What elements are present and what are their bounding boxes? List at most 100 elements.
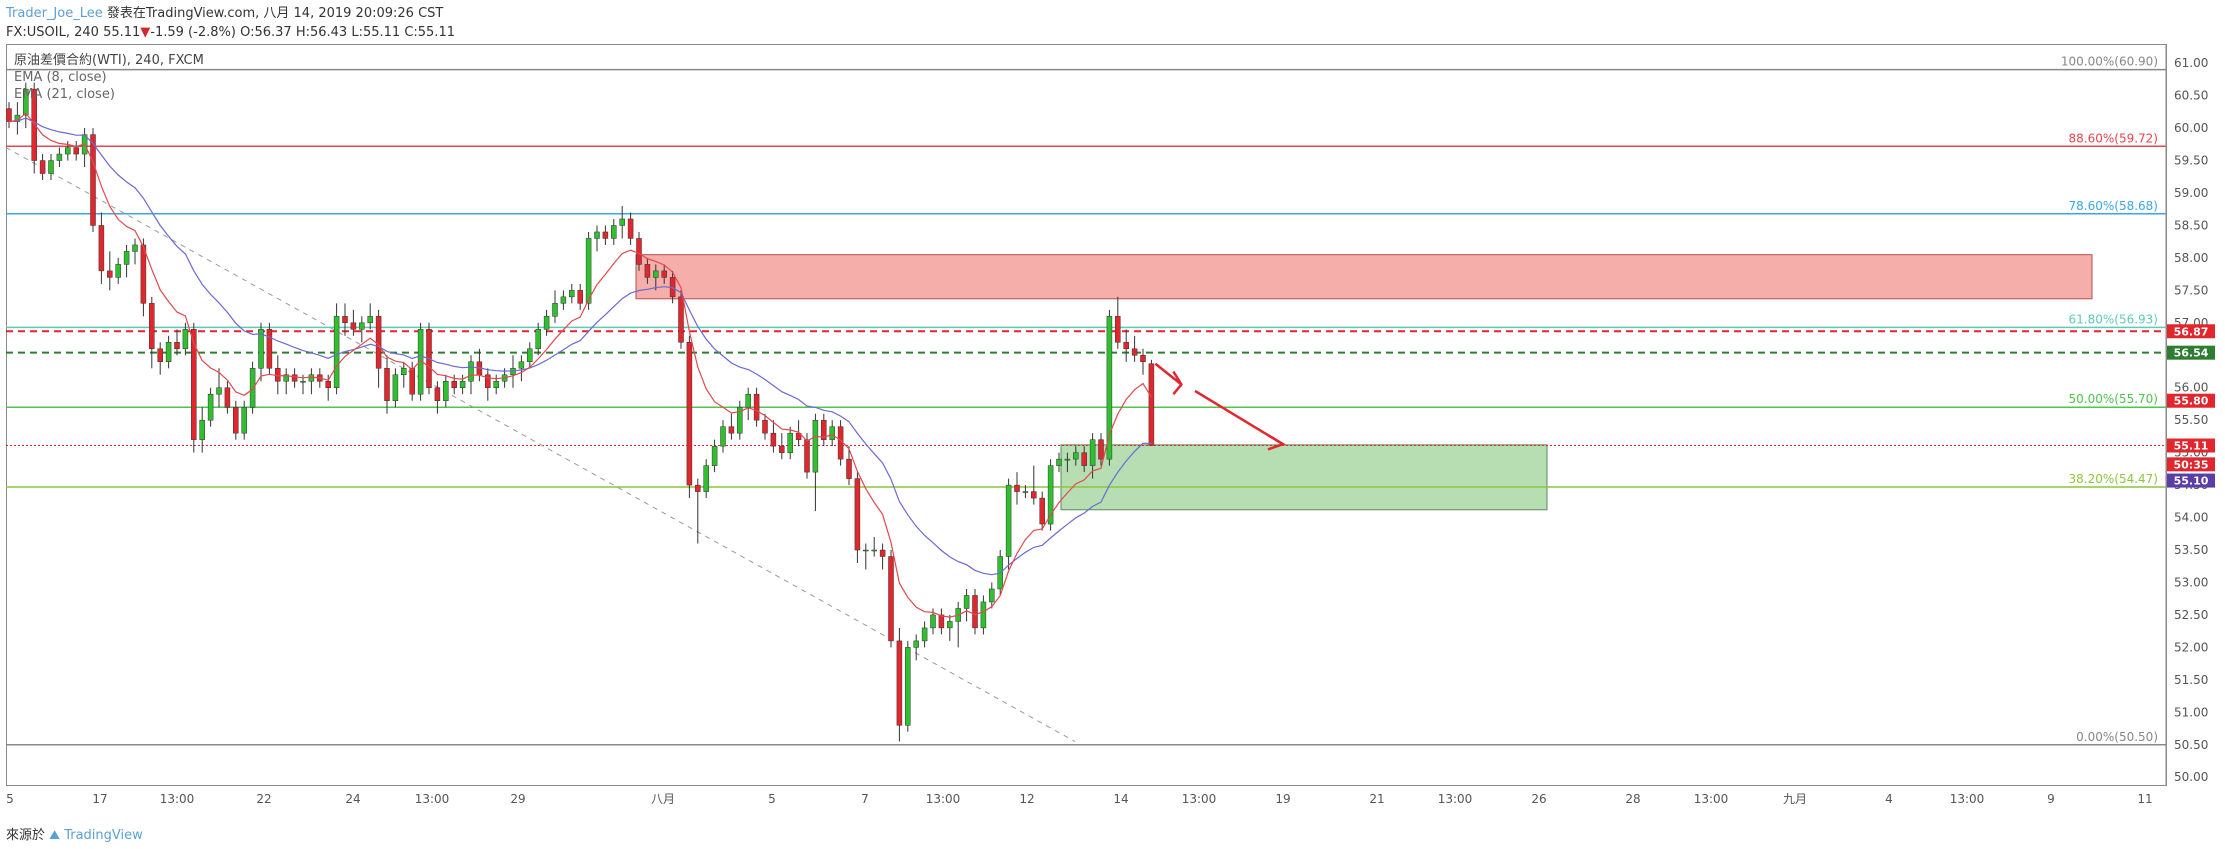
candle-body <box>291 374 298 382</box>
candle-body <box>367 316 373 324</box>
candle-body <box>1022 491 1029 493</box>
fib-level-label: 88.60%(59.72) <box>2069 131 2158 145</box>
author-link[interactable]: Trader_Joe_Lee <box>6 6 103 21</box>
candle-body <box>577 290 583 304</box>
candle-body <box>485 374 491 388</box>
candle-body <box>879 549 886 557</box>
y-tick-label: 58.50 <box>2174 218 2208 232</box>
candle-body <box>1031 491 1037 499</box>
candle-body <box>779 445 785 453</box>
candle-body <box>468 361 474 382</box>
x-tick-label: 7 <box>861 792 869 806</box>
price-tag <box>2167 393 2215 408</box>
x-tick-label: 13:00 <box>1694 792 1729 806</box>
candle-body <box>300 380 306 383</box>
candle-body <box>745 393 751 408</box>
candle-body <box>384 368 390 401</box>
candle-body <box>199 419 205 440</box>
arrow-head-icon <box>1267 434 1286 451</box>
candle-body <box>342 316 348 324</box>
candle-body <box>543 316 550 330</box>
candle-body <box>989 588 995 603</box>
price-tag <box>2167 324 2215 339</box>
candle-body <box>871 549 877 552</box>
candle-body <box>846 458 852 479</box>
candle-body <box>401 368 407 376</box>
candle-body <box>905 647 911 726</box>
instrument-title: 原油差價合約(WTI), 240, FXCM <box>14 53 204 68</box>
y-tick-label: 59.00 <box>2174 186 2208 200</box>
candle-body <box>123 251 130 265</box>
candle-body <box>375 316 382 369</box>
candle-body <box>753 393 760 421</box>
candle-body <box>980 601 987 629</box>
candle-body <box>1140 355 1146 363</box>
candle-body <box>333 316 340 388</box>
price-tag-label: 56.54 <box>2174 347 2209 360</box>
close-value: C:55.11 <box>404 25 455 40</box>
candle-body <box>350 322 357 330</box>
price-tag <box>2167 345 2215 360</box>
candle-body <box>972 595 978 629</box>
candle-body <box>821 419 827 440</box>
candle-body <box>23 88 29 116</box>
candle-body <box>149 303 155 350</box>
candle-body <box>359 322 365 330</box>
price-tag <box>2167 457 2215 472</box>
candle-body <box>1089 439 1096 466</box>
x-tick-label: 22 <box>256 792 271 806</box>
candle-body <box>157 348 163 363</box>
candle-body <box>1123 342 1129 350</box>
x-tick-label: 5 <box>6 792 14 806</box>
candle-body <box>829 426 835 440</box>
candle-body <box>132 244 138 252</box>
candle-body <box>938 614 945 629</box>
price-tag-label: 56.87 <box>2174 325 2209 338</box>
candle-body <box>191 329 197 440</box>
x-tick-label: 14 <box>1113 792 1128 806</box>
candle-body <box>619 218 625 226</box>
ema-slow-label: EMA (21, close) <box>14 87 115 102</box>
candle-body <box>308 374 315 382</box>
candle-body <box>233 406 239 434</box>
candle-body <box>443 380 449 401</box>
y-tick-label: 61.00 <box>2174 56 2208 70</box>
candle-body <box>31 88 37 161</box>
y-tick-label: 50.00 <box>2174 770 2208 784</box>
tradingview-link[interactable]: TradingView <box>64 828 143 843</box>
fib-level-label: 61.80%(56.93) <box>2069 312 2158 326</box>
tradingview-logo-icon: ⛰ <box>49 828 61 843</box>
candle-body <box>510 368 516 376</box>
candle-body <box>98 225 105 272</box>
candle-body <box>854 478 861 551</box>
x-tick-label: 13:00 <box>415 792 450 806</box>
candle-body <box>1014 484 1020 492</box>
fib-level-label: 100.00%(60.90) <box>2061 55 2158 69</box>
candle-body <box>266 329 273 369</box>
low-value: L:55.11 <box>351 25 401 40</box>
candle-body <box>1005 484 1012 557</box>
candle-body <box>644 264 651 278</box>
candle-body <box>627 218 634 239</box>
x-tick-label: 28 <box>1625 792 1640 806</box>
down-arrow-icon: ▼ <box>140 25 151 40</box>
candle-body <box>947 621 953 629</box>
candle-body <box>1081 452 1087 466</box>
footer: 來源於 ⛰ TradingView <box>6 824 143 843</box>
candle-body <box>711 445 718 466</box>
candle-body <box>787 432 793 453</box>
candle-body <box>90 134 96 226</box>
candle-body <box>535 329 541 350</box>
y-tick-label: 52.00 <box>2174 640 2208 654</box>
candle-body <box>224 387 231 408</box>
open-value: O:56.37 <box>240 25 292 40</box>
supply-zone <box>635 254 2093 300</box>
price-tag-label: 50:35 <box>2173 458 2208 471</box>
price-tag-label: 55.11 <box>2174 440 2209 453</box>
fib-level-label: 78.60%(58.68) <box>2069 199 2158 213</box>
candle-body <box>913 640 919 648</box>
candle-body <box>434 387 441 401</box>
candle-body <box>1098 439 1104 460</box>
ema-slow-line <box>8 117 1152 576</box>
